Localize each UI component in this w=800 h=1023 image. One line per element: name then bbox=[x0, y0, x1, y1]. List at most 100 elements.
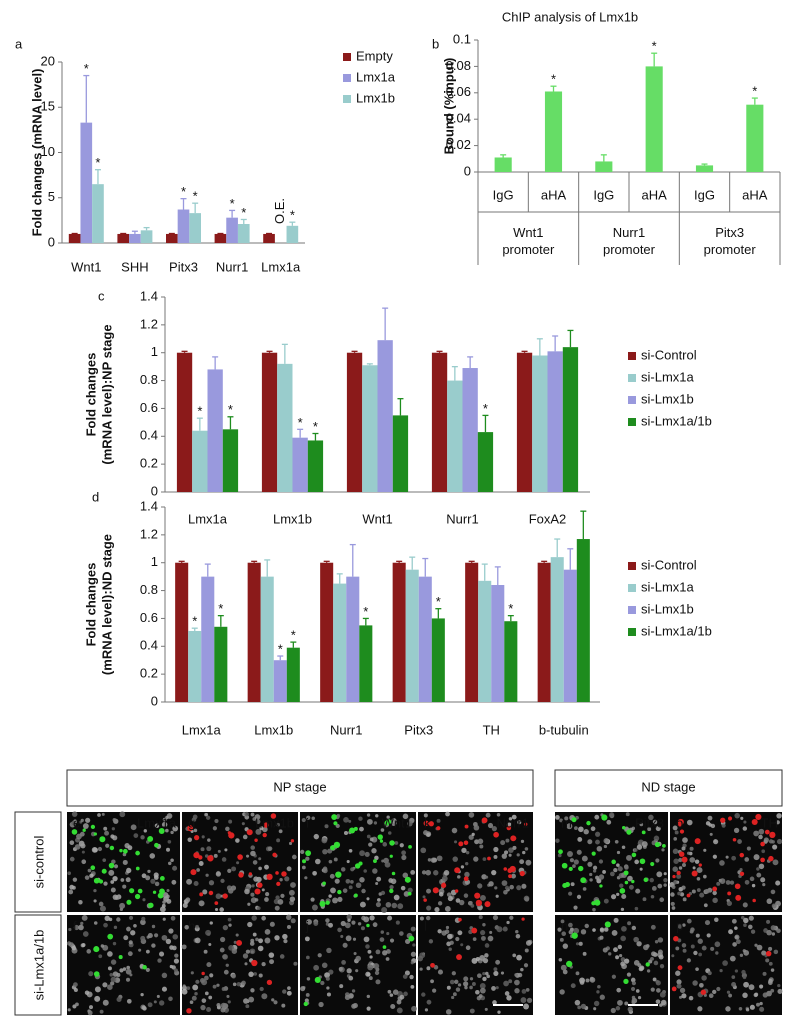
legend-swatch bbox=[343, 74, 351, 82]
nucleus bbox=[377, 898, 381, 902]
nucleus bbox=[756, 1003, 760, 1007]
error-bar bbox=[396, 561, 402, 562]
stained-cell bbox=[687, 894, 691, 898]
nucleus bbox=[112, 827, 115, 830]
nucleus bbox=[444, 870, 449, 875]
nucleus bbox=[722, 824, 726, 828]
error-bar bbox=[482, 415, 488, 432]
x-tick-label: Nurr1 bbox=[216, 259, 249, 274]
nucleus bbox=[509, 854, 512, 857]
significance-star: * bbox=[291, 628, 296, 643]
nucleus bbox=[628, 1007, 633, 1012]
error-bar bbox=[352, 351, 358, 352]
nucleus bbox=[599, 874, 604, 879]
error-bar bbox=[552, 336, 558, 351]
nucleus bbox=[367, 1007, 371, 1011]
nucleus bbox=[480, 895, 486, 901]
nucleus bbox=[250, 988, 254, 992]
nucleus bbox=[367, 973, 371, 977]
nucleus bbox=[119, 968, 123, 972]
error-bar bbox=[218, 616, 224, 627]
nucleus bbox=[89, 874, 93, 878]
nucleus bbox=[457, 875, 461, 879]
nucleus bbox=[621, 908, 624, 911]
y-tick-label: 0.02 bbox=[446, 137, 471, 152]
nucleus bbox=[103, 923, 108, 928]
nucleus bbox=[735, 969, 738, 972]
panel-letter: l bbox=[424, 918, 427, 933]
nucleus bbox=[251, 813, 255, 817]
stained-cell bbox=[592, 851, 596, 855]
nucleus bbox=[306, 956, 310, 960]
stained-cell bbox=[625, 881, 629, 885]
nucleus bbox=[735, 936, 738, 939]
stained-cell bbox=[510, 835, 516, 841]
nucleus bbox=[348, 976, 353, 981]
y-tick-label: 0 bbox=[151, 483, 158, 498]
nucleus bbox=[330, 874, 335, 879]
nucleus bbox=[509, 885, 514, 890]
stained-cell bbox=[302, 859, 306, 863]
nucleus bbox=[750, 877, 755, 882]
nucleus bbox=[743, 976, 747, 980]
significance-star: * bbox=[508, 601, 513, 616]
nucleus bbox=[322, 849, 327, 854]
nucleus bbox=[521, 840, 524, 843]
nucleus bbox=[664, 872, 667, 875]
nucleus bbox=[777, 839, 782, 844]
nucleus bbox=[215, 908, 218, 911]
stained-cell bbox=[677, 871, 681, 875]
bar bbox=[69, 234, 81, 243]
nucleus bbox=[418, 956, 424, 962]
nucleus bbox=[629, 885, 634, 890]
stained-cell bbox=[672, 987, 677, 992]
error-bar bbox=[144, 228, 150, 231]
nucleus bbox=[109, 973, 113, 977]
nucleus bbox=[426, 905, 431, 910]
nucleus bbox=[253, 876, 258, 881]
nucleus bbox=[589, 878, 592, 881]
significance-star: * bbox=[197, 404, 202, 419]
nucleus bbox=[168, 840, 172, 844]
nucleus bbox=[485, 876, 488, 879]
nucleus bbox=[709, 993, 714, 998]
panel-letter: i bbox=[306, 815, 309, 830]
significance-star: * bbox=[436, 594, 441, 609]
legend-label: si-Lmx1a bbox=[641, 369, 695, 384]
panel-letter: b bbox=[432, 36, 439, 51]
nucleus bbox=[110, 834, 114, 838]
nucleus bbox=[271, 998, 274, 1001]
nucleus bbox=[681, 886, 685, 890]
nucleus bbox=[231, 866, 236, 871]
nucleus bbox=[367, 835, 371, 839]
nucleus bbox=[282, 934, 287, 939]
nucleus bbox=[627, 972, 631, 976]
nucleus bbox=[579, 942, 583, 946]
panel-letter: k bbox=[424, 815, 431, 830]
nucleus bbox=[364, 936, 370, 942]
nucleus bbox=[616, 893, 619, 896]
nucleus bbox=[105, 844, 109, 848]
nucleus bbox=[221, 1003, 227, 1009]
micrograph: j bbox=[300, 914, 417, 1015]
nucleus bbox=[672, 885, 676, 889]
nucleus bbox=[85, 875, 90, 880]
nucleus bbox=[126, 978, 130, 982]
nucleus bbox=[632, 926, 636, 930]
nucleus bbox=[604, 845, 607, 848]
nucleus bbox=[287, 925, 291, 929]
nucleus bbox=[680, 988, 685, 993]
nucleus bbox=[741, 970, 745, 974]
nucleus bbox=[583, 887, 587, 891]
nucleus bbox=[466, 851, 469, 854]
nucleus bbox=[168, 928, 173, 933]
nucleus bbox=[194, 881, 199, 886]
stained-cell bbox=[493, 832, 499, 838]
nucleus bbox=[483, 857, 487, 861]
nucleus bbox=[72, 886, 76, 890]
bar bbox=[563, 347, 578, 492]
nucleus bbox=[265, 938, 271, 944]
nucleus bbox=[635, 889, 640, 894]
nucleus bbox=[81, 943, 85, 947]
stained-cell bbox=[135, 894, 140, 899]
